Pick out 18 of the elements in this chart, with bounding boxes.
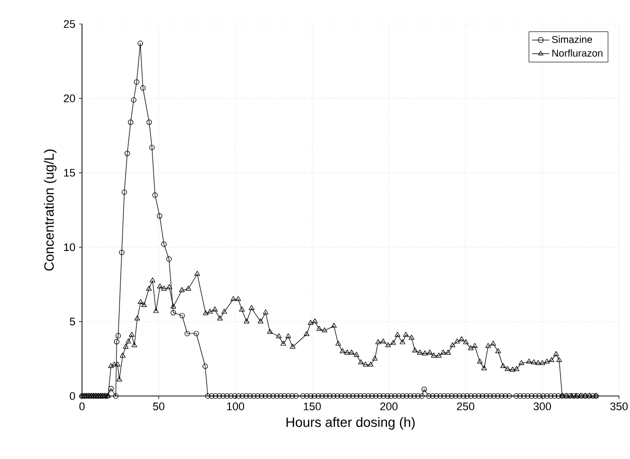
y-tick-label: 10 bbox=[64, 243, 76, 252]
y-tick-label: 0 bbox=[70, 392, 76, 400]
x-tick-label: 250 bbox=[456, 402, 474, 410]
x-tick-label: 100 bbox=[227, 402, 244, 410]
y-tick-label: 25 bbox=[64, 20, 76, 28]
y-axis-title: Concentration (ug/L) bbox=[44, 150, 56, 271]
x-axis-title: Hours after dosing (h) bbox=[286, 417, 415, 430]
y-tick-label: 15 bbox=[64, 168, 76, 177]
x-tick-label: 50 bbox=[153, 402, 164, 410]
x-tick-label: 150 bbox=[304, 402, 321, 410]
y-tick-label: 20 bbox=[64, 94, 76, 102]
x-tick-label: 200 bbox=[380, 402, 398, 410]
x-tick-label: 0 bbox=[79, 402, 85, 410]
x-tick-label: 300 bbox=[534, 402, 551, 410]
legend-label: Norflurazon bbox=[552, 49, 602, 57]
legend-label: Simazine bbox=[552, 36, 592, 43]
y-tick-label: 5 bbox=[70, 318, 76, 326]
x-tick-label: 350 bbox=[610, 402, 628, 410]
